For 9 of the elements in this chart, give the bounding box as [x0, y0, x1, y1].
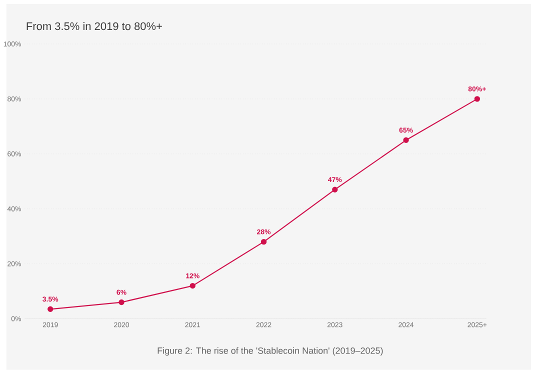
point: [474, 96, 480, 102]
point: [260, 239, 267, 245]
point: [118, 300, 124, 306]
caption: Figure 2: The rise of the 'Stablecoin Nation' (2019–2025): [158, 347, 383, 356]
point: [332, 186, 338, 193]
point: [403, 137, 409, 144]
point: [48, 306, 54, 312]
point: [190, 283, 196, 289]
chart-title: From 3.5% in 2019 to 80%+: [26, 22, 162, 30]
